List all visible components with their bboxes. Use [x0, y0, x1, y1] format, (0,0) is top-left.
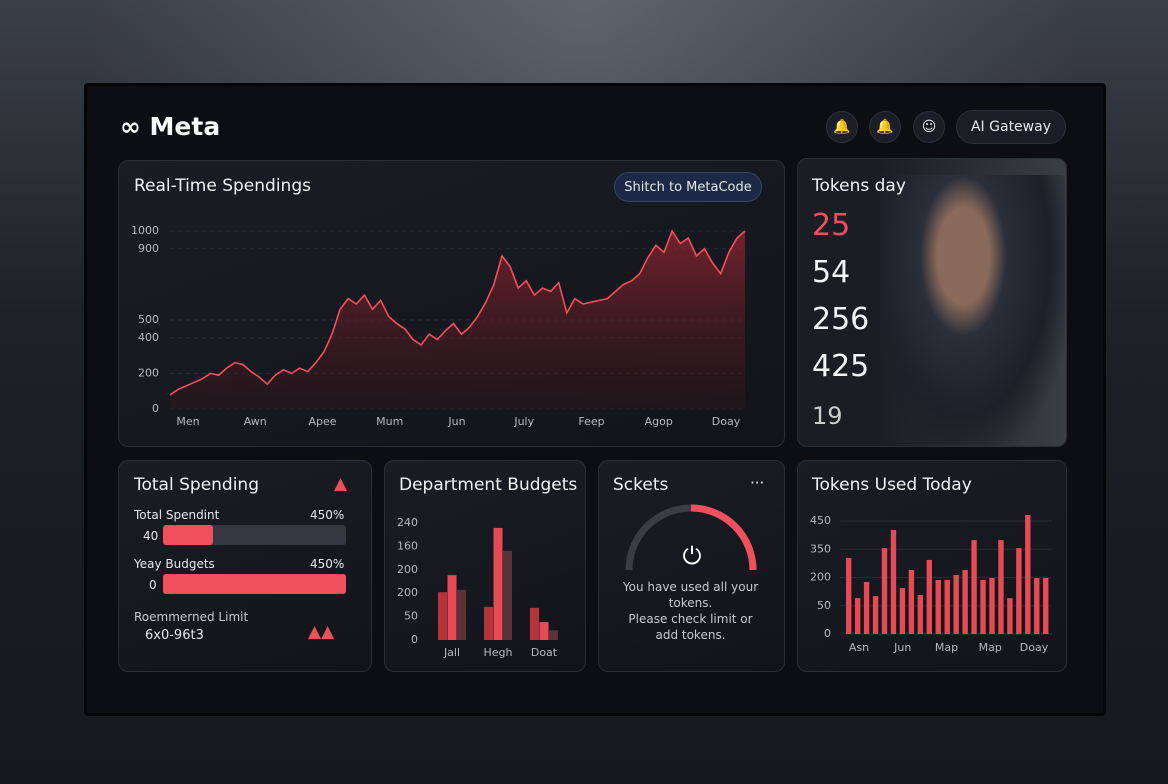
card-title: Tokens day [812, 176, 906, 196]
switch-button[interactable]: Shitch to MetaCode [614, 172, 762, 202]
bell-icon[interactable]: 🔔 [869, 111, 901, 143]
warning-icon: ▲▲ [308, 622, 335, 642]
card-title: Real-Time Spendings [134, 176, 311, 196]
gateway-button[interactable]: AI Gateway [956, 110, 1066, 144]
card-title: Tokens Used Today [812, 475, 972, 495]
tokens-used-card [797, 460, 1067, 672]
card-title: Sckets [613, 475, 669, 495]
total-spending-card [118, 460, 372, 672]
message-line: add tokens. [655, 628, 726, 642]
message-line: Please check limit or [628, 612, 753, 626]
token-footer: 19 [812, 402, 843, 430]
brand-name: Meta [149, 112, 221, 141]
token-value: 54 [812, 255, 851, 290]
row-pct: 450% [310, 557, 345, 571]
brand: ∞ Meta [120, 112, 221, 141]
row-value: 0 [149, 578, 157, 592]
limit-label: Roemmerned Limit [134, 610, 249, 624]
sockets-message: You have used all your tokens. Please che… [600, 579, 781, 643]
card-title: Total Spending [134, 475, 260, 495]
row-bar [163, 574, 346, 594]
row-value: 40 [143, 529, 159, 543]
card-title: Department Budgets [399, 475, 578, 495]
user-icon[interactable]: ☺ [913, 111, 945, 143]
limit-value: 6x0-96t3 [145, 628, 204, 643]
menu-icon[interactable]: ··· [750, 474, 765, 492]
row-label: Yeay Budgets [134, 557, 215, 571]
realtime-card [118, 160, 785, 447]
message-line: You have used all your tokens. [622, 580, 759, 610]
row-label: Total Spendint [134, 508, 220, 522]
token-value: 256 [812, 302, 870, 337]
person [880, 175, 1065, 445]
bell-icon[interactable]: 🔔 [826, 111, 858, 143]
row-pct: 450% [310, 508, 345, 522]
token-value: 425 [812, 349, 870, 384]
warning-icon: ▲ [334, 474, 348, 494]
token-value: 25 [812, 208, 851, 243]
row-bar [163, 525, 213, 545]
